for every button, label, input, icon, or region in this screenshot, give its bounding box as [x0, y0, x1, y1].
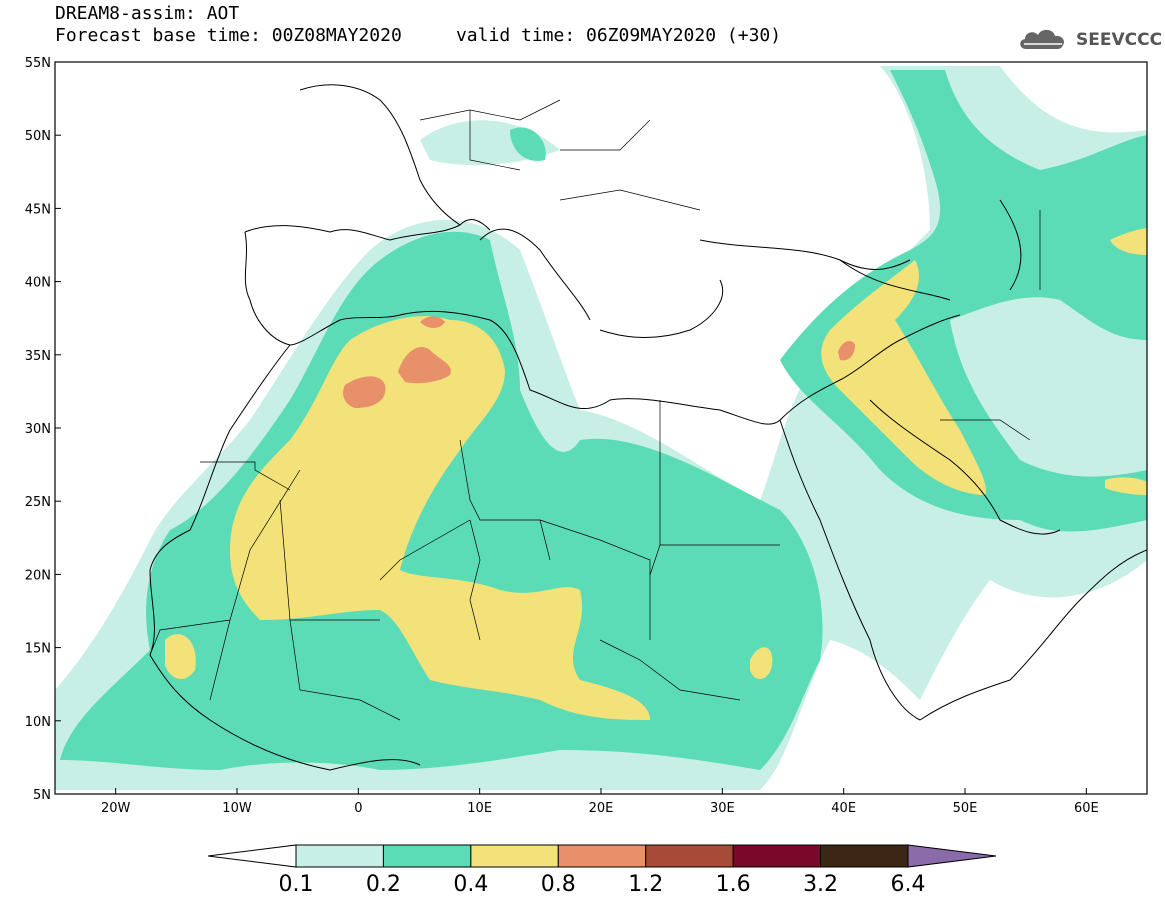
lon-tick-label: 20E [589, 801, 614, 816]
lat-tick-label: 10N [25, 715, 51, 730]
lat-tick-label: 15N [25, 642, 51, 657]
colorbar-box [382, 844, 472, 868]
lon-axis: 20W 10W 0 10E 20E 30E 40E 50E 60E [101, 788, 1099, 816]
lat-tick-label: 20N [25, 568, 51, 583]
lat-tick-label: 25N [25, 495, 51, 510]
aot-band-0.8-a [343, 376, 386, 408]
colorbar-box [557, 844, 647, 868]
lon-tick-label: 50E [953, 801, 978, 816]
colorbar-level-label: 0.4 [453, 872, 488, 897]
seevccc-logo: SEEVCCC [1016, 24, 1162, 56]
aot-band-0.4-east [821, 260, 986, 495]
lat-tick-label: 35N [25, 349, 51, 364]
aot-band-0.4-west [165, 634, 196, 680]
colorbar-level-label: 0.8 [541, 872, 576, 897]
colorbar-level-label: 0.1 [279, 872, 314, 897]
lat-tick-label: 30N [25, 422, 51, 437]
aot-band-0.4 [230, 316, 650, 720]
lat-axis: 55N 50N 45N 40N 35N 30N 25N 20N 15N 10N 5N [25, 56, 61, 803]
lat-tick-label: 40N [25, 276, 51, 291]
colorbar-box [732, 844, 822, 868]
aot-band-0.2 [60, 231, 823, 770]
aot-band-0.4-ne [1110, 228, 1147, 255]
logo-text: SEEVCCC [1076, 30, 1163, 50]
colorbar-level-label: 1.2 [628, 872, 663, 897]
aot-band-0.8-b [398, 346, 451, 384]
forecast-times: Forecast base time: 00Z08MAY2020 valid t… [55, 25, 782, 46]
colorbar-under-triangle [207, 844, 297, 868]
lat-tick-label: 50N [25, 129, 51, 144]
colorbar-over-triangle [907, 844, 997, 868]
lon-tick-label: 0 [354, 801, 362, 816]
lon-tick-label: 30E [710, 801, 735, 816]
lat-tick-label: 45N [25, 202, 51, 217]
colorbar-level-label: 1.6 [716, 872, 751, 897]
borders [149, 99, 1041, 721]
colorbar-level-label: 0.2 [366, 872, 401, 897]
lon-tick-label: 40E [831, 801, 856, 816]
colorbar-box [645, 844, 734, 868]
colorbar-level-label: 3.2 [803, 872, 838, 897]
cloud-icon [1020, 29, 1065, 49]
lon-tick-label: 10W [222, 801, 252, 816]
lon-tick-label: 10E [467, 801, 492, 816]
colorbar-box [295, 844, 384, 868]
coastlines [149, 84, 1147, 771]
aot-band-0.4-arabia [1105, 477, 1147, 495]
aot-contours [55, 66, 1147, 790]
colorbar-level-label: 6.4 [891, 872, 926, 897]
lon-tick-label: 60E [1074, 801, 1099, 816]
aot-band-0.2-north [510, 127, 546, 161]
lon-tick-label: 20W [101, 801, 131, 816]
aot-band-0.4-sudan [750, 647, 773, 680]
map-title: DREAM8-assim: AOT [55, 3, 240, 24]
colorbar-box [820, 844, 909, 868]
aot-band-0.8-c [420, 316, 445, 328]
colorbar-box [470, 844, 559, 868]
lat-tick-label: 55N [25, 56, 51, 71]
aot-band-0.8-d [838, 340, 855, 361]
lat-tick-label: 5N [33, 788, 51, 803]
